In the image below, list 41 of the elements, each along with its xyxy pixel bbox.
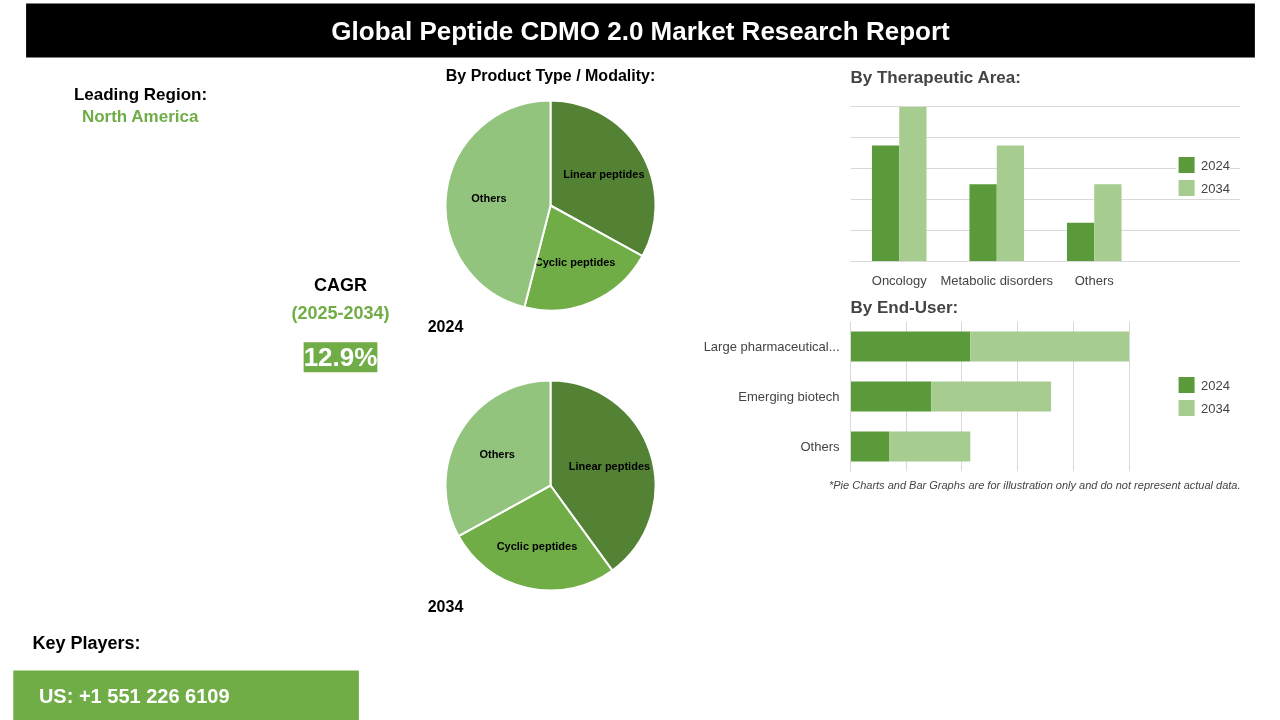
chart-title: By Product Type / Modality: bbox=[445, 67, 656, 84]
bar bbox=[899, 106, 927, 262]
bar bbox=[970, 331, 1130, 362]
bar bbox=[969, 184, 997, 262]
slice-label: Linear peptides bbox=[563, 167, 645, 180]
text: North America bbox=[81, 107, 199, 126]
bar bbox=[1094, 184, 1122, 262]
text: *Pie Charts and Bar Graphs are for illustration only and do not represent actual data. bbox=[828, 478, 1241, 491]
text: Key Players: bbox=[32, 632, 141, 653]
slice-label: Others bbox=[479, 447, 515, 460]
chart-title: By Therapeutic Area: bbox=[850, 67, 1021, 87]
text: 2024 bbox=[427, 317, 464, 335]
y-tick-label: Others bbox=[800, 439, 840, 454]
text: CAGR bbox=[314, 274, 367, 295]
y-tick-label: Large pharmaceutical... bbox=[703, 339, 840, 354]
text: Leading Region: bbox=[73, 84, 208, 104]
legend-label: 2024 bbox=[1201, 157, 1230, 172]
text: (2025-2034) bbox=[291, 302, 390, 323]
x-tick-label: Metabolic disorders bbox=[940, 272, 1054, 288]
legend-label: 2034 bbox=[1201, 180, 1230, 195]
text: 2034 bbox=[1201, 400, 1230, 415]
text: US: +1 551 226 6109 bbox=[38, 684, 230, 707]
text: 12.9% bbox=[303, 342, 378, 373]
bar bbox=[850, 381, 932, 412]
x-tick-label: Others bbox=[1074, 272, 1115, 288]
slice-label: Others bbox=[471, 191, 507, 204]
text: 2024 bbox=[1201, 377, 1230, 392]
slice-label: Cyclic peptides bbox=[496, 540, 578, 553]
bar bbox=[889, 431, 971, 462]
slice-label: Linear peptides bbox=[568, 460, 651, 473]
x-tick-label: Oncology bbox=[871, 272, 928, 288]
y-tick-label: Emerging biotech bbox=[738, 389, 840, 404]
bar bbox=[1066, 222, 1095, 262]
bar bbox=[931, 381, 1052, 412]
bar bbox=[871, 145, 900, 262]
chart-title: By End-User: bbox=[850, 297, 959, 317]
bar bbox=[996, 145, 1025, 262]
text: 2034 bbox=[427, 597, 464, 615]
bar bbox=[850, 431, 890, 462]
bar bbox=[850, 331, 971, 362]
text: Global Peptide CDMO 2.0 Market Research Report bbox=[331, 15, 951, 46]
